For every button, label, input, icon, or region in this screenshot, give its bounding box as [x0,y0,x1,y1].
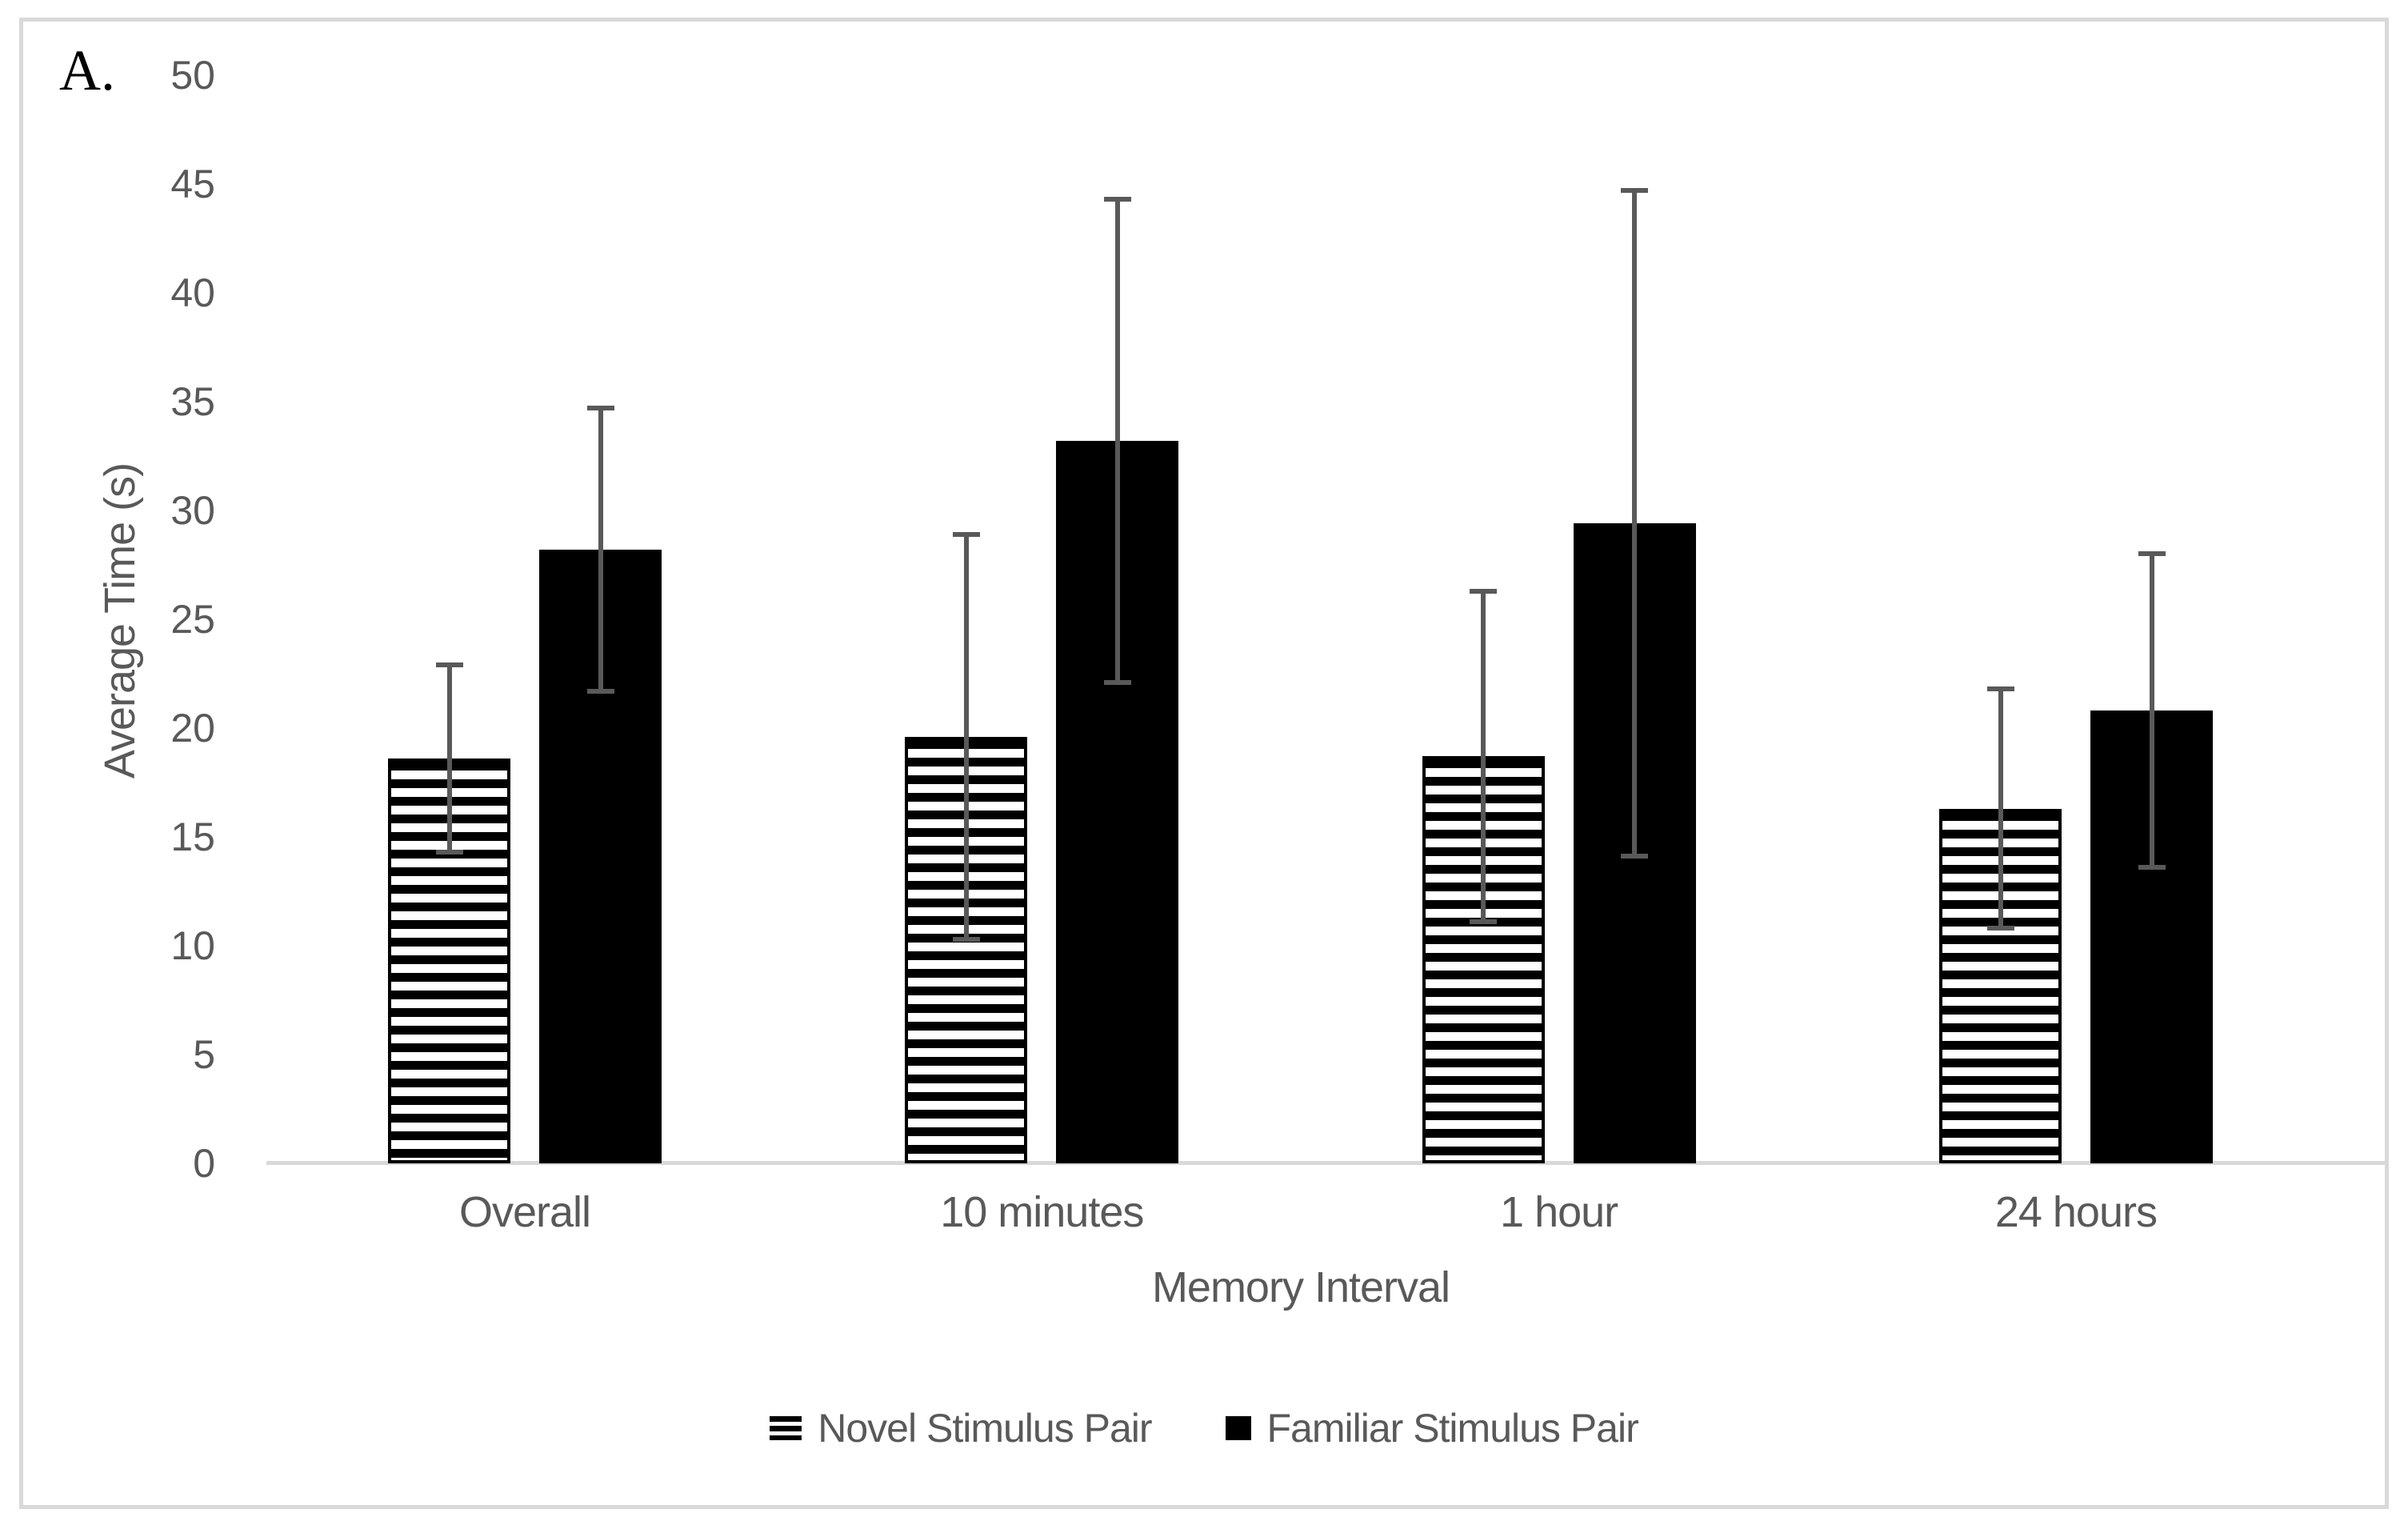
x-category-label: 24 hours [1994,1188,2158,1236]
legend-item-novel: Novel Stimulus Pair [770,1405,1153,1451]
error-cap-bottom [952,936,980,942]
legend-label-familiar: Familiar Stimulus Pair [1266,1406,1639,1451]
y-tick-label-20: 20 [170,706,215,750]
error-cap-bottom [1621,854,1649,859]
error-bar-novel-0 [446,665,452,853]
error-cap-bottom [1470,919,1498,925]
y-tick-label-40: 40 [170,270,215,315]
y-tick-label-10: 10 [170,923,215,968]
x-axis-line [266,1161,2388,1165]
familiar-series-swatch-icon [1225,1416,1251,1440]
y-tick-label-35: 35 [170,379,215,424]
y-tick-label-0: 0 [193,1141,215,1186]
error-bar-familiar-0 [598,408,603,691]
y-tick-label-30: 30 [170,488,215,533]
error-cap-top [1470,588,1498,594]
error-cap-top [2138,551,2166,557]
x-category-label: Overall [458,1188,591,1236]
y-tick-label-45: 45 [170,162,215,206]
y-tick-label-25: 25 [170,597,215,642]
error-cap-bottom [435,850,463,855]
error-cap-top [435,662,463,668]
error-cap-bottom [1986,926,2014,931]
error-bar-familiar-1 [1114,199,1120,682]
error-cap-bottom [1103,679,1131,685]
error-cap-bottom [586,688,614,694]
error-bar-novel-1 [963,534,969,939]
novel-series-swatch-icon [770,1416,802,1440]
y-tick-label-5: 5 [193,1032,215,1077]
error-cap-bottom [2138,865,2166,871]
error-bar-novel-2 [1481,590,1486,923]
y-tick-label-15: 15 [170,815,215,859]
x-category-label: 1 hour [1500,1188,1618,1236]
panel-label: A. [59,38,115,102]
error-cap-top [1986,686,2014,692]
error-cap-top [586,406,614,411]
legend: Novel Stimulus Pair Familiar Stimulus Pa… [0,1405,2408,1451]
legend-label-novel: Novel Stimulus Pair [818,1406,1152,1451]
legend-item-familiar: Familiar Stimulus Pair [1225,1405,1639,1451]
x-axis-title: Memory Interval [1151,1263,1450,1311]
error-bar-familiar-3 [2149,554,2154,868]
error-bar-novel-3 [1998,689,2003,929]
error-bar-familiar-2 [1632,190,1638,857]
error-cap-top [952,531,980,537]
x-category-label: 10 minutes [940,1188,1144,1236]
error-cap-top [1621,188,1649,194]
error-cap-top [1103,197,1131,202]
y-tick-label-50: 50 [170,53,215,98]
